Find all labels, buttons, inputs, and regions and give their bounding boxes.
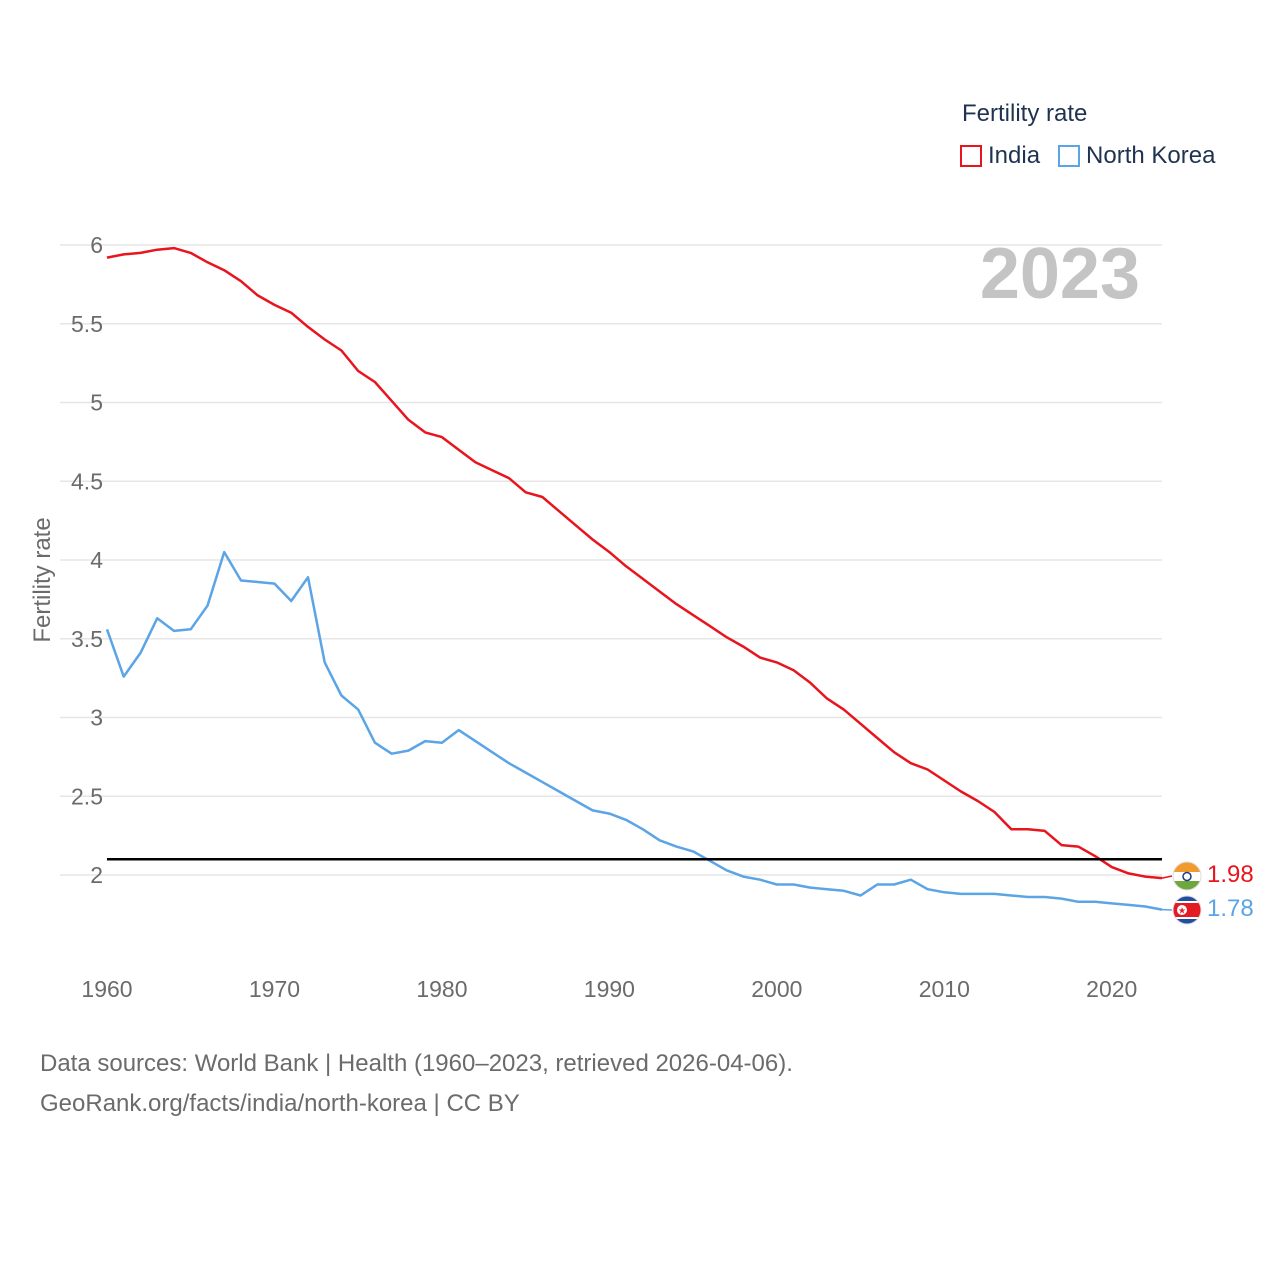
north-korea-end-value: 1.78 — [1207, 895, 1254, 922]
series-line-india — [106, 246, 1163, 880]
y-tick-label: 3.5 — [71, 626, 103, 652]
source-line-1: Data sources: World Bank | Health (1960–… — [40, 1050, 793, 1077]
y-tick-label: 3 — [90, 705, 103, 731]
source-note: Data sources: World Bank | Health (1960–… — [40, 1044, 793, 1124]
north-korea-flag-icon: ★ — [1172, 895, 1202, 925]
legend-item-north-korea[interactable]: North Korea — [1058, 142, 1215, 170]
x-tick-label: 1960 — [81, 976, 132, 1002]
x-tick-label: 2000 — [751, 976, 802, 1002]
y-axis-label: Fertility rate — [29, 517, 56, 642]
year-label: 2023 — [980, 234, 1140, 314]
legend-item-india[interactable]: India — [960, 142, 1040, 170]
legend-label-north-korea: North Korea — [1086, 142, 1216, 169]
y-tick-label: 4.5 — [71, 468, 103, 494]
legend: India North Korea — [960, 142, 1233, 170]
y-tick-label: 4 — [90, 547, 103, 573]
x-tick-label: 2010 — [919, 976, 970, 1002]
india-flag-icon — [1172, 861, 1202, 891]
y-tick-label: 5.5 — [71, 311, 103, 337]
y-tick-label: 2 — [90, 862, 103, 888]
end-connector-india — [1161, 875, 1173, 879]
x-tick-label: 1980 — [416, 976, 467, 1002]
legend-title: Fertility rate — [962, 100, 1088, 127]
y-tick-label: 2.5 — [71, 783, 103, 809]
legend-label-india: India — [988, 142, 1041, 169]
legend-swatch-north-korea — [1058, 145, 1081, 167]
x-tick-label: 1970 — [249, 976, 300, 1002]
svg-text:★: ★ — [1178, 907, 1186, 917]
end-markers: ★ 1.98 1.78 — [1172, 861, 1254, 925]
legend-swatch-india — [960, 145, 982, 167]
x-tick-label: 2020 — [1086, 976, 1137, 1002]
grid-lines — [60, 244, 1162, 876]
x-tick-label: 1990 — [584, 976, 635, 1002]
india-end-value: 1.98 — [1207, 861, 1254, 888]
x-axis-ticks: 1960 1970 1980 1990 2000 2010 2020 — [81, 976, 1137, 1002]
series-line-north-korea — [105, 550, 1163, 911]
y-tick-label: 6 — [90, 232, 103, 258]
y-tick-label: 5 — [90, 390, 103, 416]
source-line-2: GeoRank.org/facts/india/north-korea | CC… — [40, 1090, 520, 1117]
series-lines — [105, 246, 1173, 911]
y-axis-ticks: 2 2.5 3 3.5 4 4.5 5 5.5 6 — [71, 232, 103, 888]
